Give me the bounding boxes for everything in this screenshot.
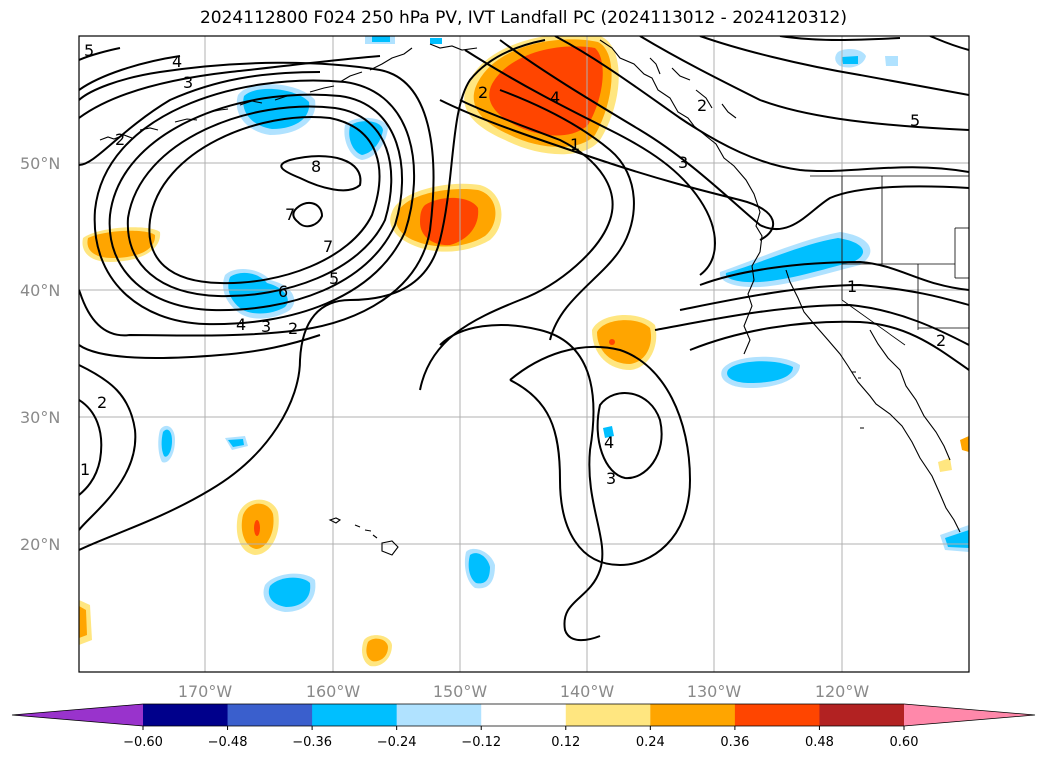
contour-label: 7 bbox=[285, 205, 295, 224]
map-panel: 5 4 3 2 2 8 7 7 6 5 4 3 2 2 4 1 3 5 1 2 … bbox=[79, 36, 969, 672]
contour-label: 4 bbox=[604, 433, 614, 452]
political-borders bbox=[810, 175, 969, 346]
colorbar-tick-label: 0.12 bbox=[551, 735, 580, 750]
lon-label: 170°W bbox=[178, 682, 233, 701]
map-frame bbox=[78, 35, 970, 673]
colorbar-bin bbox=[734, 704, 820, 726]
lat-label: 50°N bbox=[20, 154, 60, 173]
colorbar-bin bbox=[396, 704, 482, 726]
contour-label: 1 bbox=[847, 277, 857, 296]
contour-label: 1 bbox=[570, 135, 580, 154]
colorbar-bin bbox=[143, 704, 229, 726]
map-title: 2024112800 F024 250 hPa PV, IVT Landfall… bbox=[199, 8, 847, 28]
contour-labels: 5 4 3 2 2 8 7 7 6 5 4 3 2 2 4 1 3 5 1 2 … bbox=[80, 41, 946, 488]
lon-label: 150°W bbox=[433, 682, 488, 701]
colorbar-bin bbox=[650, 704, 736, 726]
contour-label: 3 bbox=[261, 317, 271, 336]
colorbar-tick-label: −0.24 bbox=[377, 735, 417, 750]
contour-label: 8 bbox=[311, 157, 321, 176]
lon-label: 140°W bbox=[560, 682, 615, 701]
colorbar-tick-label: 0.36 bbox=[720, 735, 749, 750]
colorbar-tick-label: 0.60 bbox=[890, 735, 919, 750]
contour-label: 4 bbox=[550, 88, 560, 107]
colorbar-extend-low bbox=[12, 704, 143, 726]
colorbar-tick-label: −0.60 bbox=[123, 735, 163, 750]
contour-label: 7 bbox=[323, 237, 333, 256]
contour-label: 2 bbox=[97, 393, 107, 412]
contour-label: 1 bbox=[80, 460, 90, 479]
contour-label: 2 bbox=[478, 83, 488, 102]
contour-label: 3 bbox=[678, 153, 688, 172]
colorbar-tick-label: −0.48 bbox=[208, 735, 248, 750]
longitude-labels: 170°W 160°W 150°W 140°W 130°W 120°W bbox=[178, 682, 870, 701]
lon-label: 130°W bbox=[687, 682, 742, 701]
colorbar-bin bbox=[312, 704, 398, 726]
positive-anomaly-gulf-alaska-strong bbox=[489, 46, 603, 136]
colorbar-bin bbox=[819, 704, 905, 726]
graticule bbox=[79, 36, 969, 672]
pv-contours bbox=[79, 36, 969, 642]
contour-label: 5 bbox=[84, 41, 94, 60]
contour-label: 5 bbox=[910, 111, 920, 130]
contour-label: 6 bbox=[278, 282, 288, 301]
contour-label: 3 bbox=[606, 469, 616, 488]
contour-label: 4 bbox=[236, 315, 246, 334]
contour-label: 2 bbox=[936, 331, 946, 350]
shaded-anomalies bbox=[79, 36, 969, 667]
colorbar: −0.60 −0.48 −0.36 −0.24 −0.12 0.12 0.24 0.36 0.4… bbox=[11, 703, 1036, 750]
contour-label: 2 bbox=[288, 319, 298, 338]
lat-label: 40°N bbox=[20, 281, 60, 300]
lon-label: 160°W bbox=[306, 682, 361, 701]
colorbar-extend-high bbox=[904, 704, 1035, 726]
latitude-labels: 50°N 40°N 30°N 20°N bbox=[20, 154, 60, 554]
contour-label: 2 bbox=[697, 96, 707, 115]
colorbar-tick-label: −0.12 bbox=[461, 735, 501, 750]
colorbar-tick-label: −0.36 bbox=[292, 735, 332, 750]
contour-label: 2 bbox=[115, 130, 125, 149]
colorbar-tick-label: 0.48 bbox=[805, 735, 834, 750]
colorbar-bin bbox=[227, 704, 313, 726]
contour-label: 3 bbox=[183, 73, 193, 92]
contour-label: 4 bbox=[172, 52, 182, 71]
contour-label: 5 bbox=[329, 269, 339, 288]
lat-label: 30°N bbox=[20, 408, 60, 427]
colorbar-bin bbox=[565, 704, 651, 726]
lat-label: 20°N bbox=[20, 535, 60, 554]
lon-label: 120°W bbox=[815, 682, 870, 701]
colorbar-bin bbox=[481, 704, 567, 726]
colorbar-tick-label: 0.24 bbox=[636, 735, 665, 750]
